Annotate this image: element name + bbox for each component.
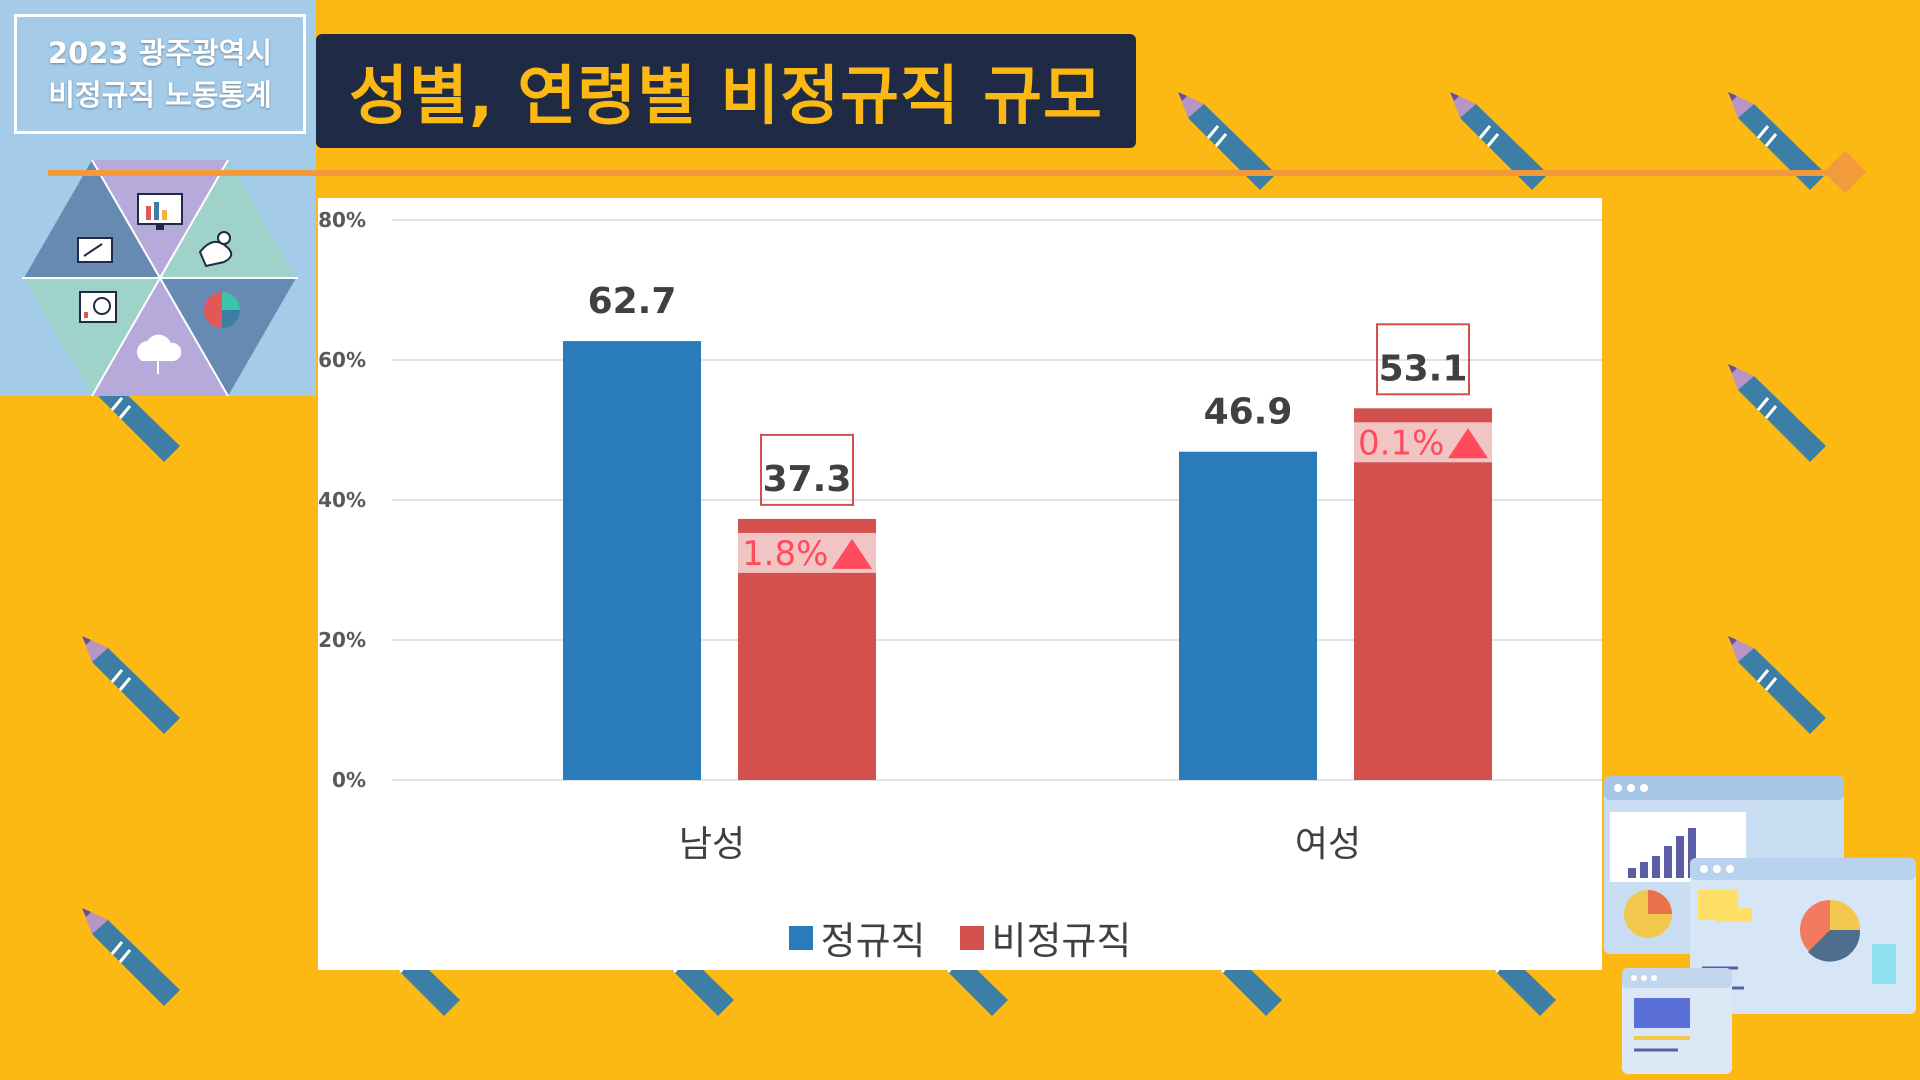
pencil-decoration [1178, 92, 1278, 192]
y-tick-label: 40% [318, 488, 366, 512]
highlight-box [1376, 323, 1470, 396]
x-category-label: 여성 [1295, 824, 1361, 865]
brand-title-line2: 비정규직 노동통계 [48, 78, 272, 112]
pie-chart-icon [204, 292, 240, 328]
pencil-decoration [82, 908, 182, 1008]
hexagon-icon-graphic [22, 160, 298, 396]
page-title-box: 성별, 연령별 비정규직 규모 [316, 34, 1136, 148]
legend-swatch-nonregular [959, 925, 984, 950]
dashboard-illustration [1604, 776, 1916, 1074]
bar [1354, 408, 1492, 780]
y-tick-label: 80% [318, 208, 366, 232]
pencil-decoration [82, 636, 182, 736]
pencil-decoration [1728, 364, 1828, 464]
up-arrow-icon [832, 538, 872, 569]
bar-value-label: 46.9 [1204, 392, 1293, 433]
annotation-text: 1.8% [742, 534, 828, 574]
bar-value-label: 37.3 [763, 459, 852, 500]
legend-label-nonregular: 비정규직 [991, 919, 1132, 963]
page-title: 성별, 연령별 비정규직 규모 [349, 60, 1103, 134]
up-arrow-icon [1448, 428, 1488, 459]
y-tick-label: 0% [332, 768, 366, 792]
chart-legend: 정규직 비정규직 [318, 910, 1602, 965]
cloud-network-icon [137, 334, 182, 374]
pencil-decoration [1728, 636, 1828, 736]
bar [1179, 451, 1317, 780]
legend-item-regular: 정규직 [788, 910, 926, 965]
x-category-label: 남성 [679, 824, 745, 865]
analytics-report-icon [79, 291, 117, 323]
legend-item-nonregular: 비정규직 [959, 910, 1132, 965]
bar-value-label: 62.7 [588, 281, 677, 322]
chart-card: 0% 20% 40% 60% 80% 62.7 37.3 46.9 53.1 1.8% 0.1% 남성… [318, 198, 1602, 970]
y-tick-label: 60% [318, 348, 366, 372]
brand-title-line1: 2023 광주광역시 [47, 36, 273, 70]
legend-swatch-regular [788, 925, 813, 950]
title-rule [48, 170, 1848, 176]
brand-panel: 2023 광주광역시 비정규직 노동통계 [0, 0, 316, 396]
pencil-decoration [1728, 92, 1828, 192]
bar [563, 341, 701, 780]
annotation-text: 0.1% [1358, 423, 1444, 463]
legend-label-regular: 정규직 [820, 919, 926, 963]
highlight-box [760, 433, 854, 506]
brand-title-box: 2023 광주광역시 비정규직 노동통계 [14, 14, 306, 134]
pencil-decoration [1450, 92, 1550, 192]
bar-value-label: 53.1 [1379, 348, 1468, 389]
handshake-icon [198, 231, 233, 268]
monitor-chart-icon [137, 193, 183, 230]
bar-chart: 0% 20% 40% 60% 80% 62.7 37.3 46.9 53.1 1.8% 0.1% 남성… [318, 208, 1602, 865]
y-tick-label: 20% [318, 628, 366, 652]
presentation-icon [77, 237, 113, 263]
